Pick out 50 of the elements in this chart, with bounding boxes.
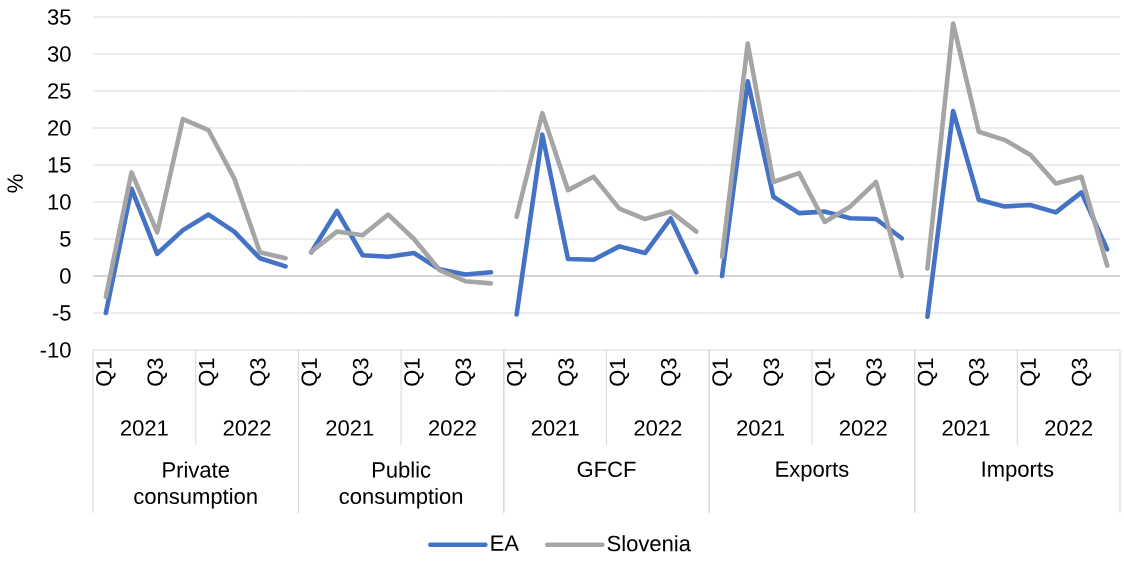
legend-label: EA [491, 535, 519, 551]
x-tick-label: Q3 [660, 358, 681, 386]
x-tick-label: Q3 [147, 358, 167, 386]
text: 2022 [1045, 420, 1093, 436]
x-axis-title: Exports [776, 461, 849, 482]
x-tick-label: Q1 [917, 358, 938, 386]
x-tick-label: Q1 [404, 358, 424, 386]
x-tick-label: Q3 [558, 358, 578, 386]
y-tick-label: 15 [48, 157, 71, 173]
x-tick-label: Q1 [712, 358, 732, 386]
x-axis-title: Private consumption [134, 461, 257, 509]
x-axis-title: Imports [982, 461, 1054, 482]
x-tick-label: Q1 [506, 358, 527, 386]
x-tick-label: Q3 [866, 358, 886, 386]
text: 2021 [121, 420, 168, 436]
line-series [103, 186, 288, 316]
y-tick-label: 0 [60, 268, 71, 284]
y-tick-label: -5 [52, 305, 71, 321]
x-tick-label: Q3 [763, 358, 784, 386]
line-series [103, 116, 288, 300]
y-tick-label: 5 [60, 231, 71, 247]
y-tick-label: -10 [40, 342, 71, 358]
x-tick-label: Q3 [455, 358, 476, 386]
x-axis-title: GFCF [577, 461, 636, 478]
y-tick-label: 20 [48, 120, 71, 136]
text: 2021 [531, 420, 579, 436]
y-tick-label: 35 [47, 9, 71, 25]
x-tick-label: Q1 [301, 358, 322, 386]
text: 2022 [429, 420, 476, 436]
text: 2021 [942, 420, 990, 436]
y-tick-label: 30 [47, 46, 71, 62]
x-tick-label: Q3 [1071, 358, 1092, 386]
x-tick-label: Q1 [198, 358, 219, 386]
x-tick-label: Q1 [609, 358, 630, 386]
text: 2021 [737, 420, 784, 436]
text: 2021 [326, 420, 374, 436]
x-tick-label: Q3 [969, 358, 989, 386]
x-tick-label: Q1 [1020, 358, 1040, 386]
legend-label: Slovenia [607, 535, 691, 552]
x-tick-label: Q3 [352, 358, 373, 386]
x-tick-label: Q3 [250, 358, 270, 386]
x-axis-title: Public consumption [339, 461, 463, 509]
x-tick-label: Q1 [96, 358, 116, 386]
text: 2022 [223, 420, 271, 436]
y-tick-label: 10 [48, 194, 71, 210]
text: 2022 [634, 420, 682, 436]
y-tick-label: 25 [48, 83, 71, 99]
x-tick-label: Q1 [814, 358, 835, 386]
text: 2022 [839, 420, 887, 436]
y-axis-title: % [7, 174, 23, 193]
